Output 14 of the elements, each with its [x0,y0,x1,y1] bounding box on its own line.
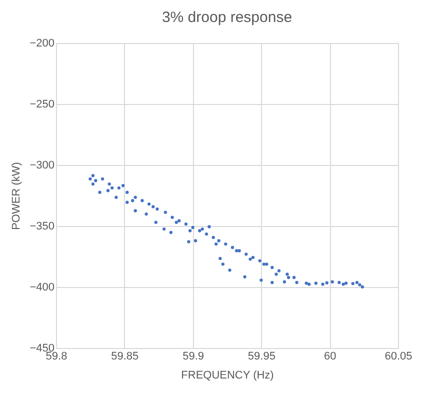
x-tick-label: 60.05 [384,350,412,362]
x-tick-label: 59.9 [182,350,204,362]
y-axis-title: POWER (kW) [10,162,23,230]
x-tick-label: 59.95 [248,350,276,362]
y-tick-label: −200 [30,38,54,50]
x-axis-title: FREQUENCY (Hz) [181,370,274,382]
y-tick-label: −400 [30,282,54,294]
chart-title: 3% droop response [162,9,292,26]
y-tick-label: −300 [30,160,54,172]
x-tick-label: 60 [324,350,336,362]
x-tick-label: 59.8 [46,350,68,362]
y-tick-label: −250 [30,98,54,110]
y-tick-label: −350 [30,220,54,232]
x-tick-label: 59.85 [111,350,139,362]
